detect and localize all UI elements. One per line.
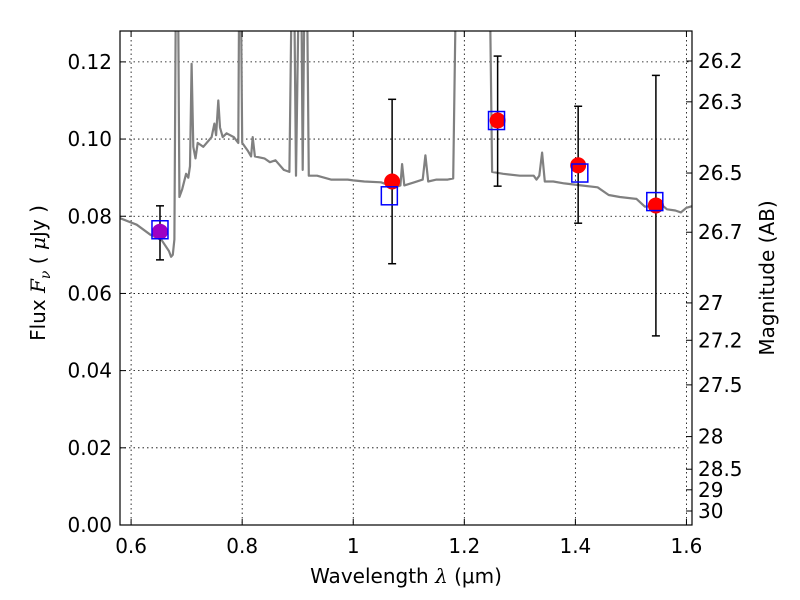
- mag-tick-label: 29: [698, 478, 723, 502]
- y-tick-label: 0.10: [67, 127, 112, 151]
- model-photometry-square: [646, 191, 664, 212]
- y-axis-title: Flux Fν ( μJy ): [26, 205, 54, 341]
- mag-tick-label: 26.3: [698, 90, 743, 114]
- x-axis-title: Wavelength λ (μm): [310, 564, 502, 588]
- x-tick-label: 0.6: [115, 534, 147, 558]
- x-tick-label: 1: [347, 534, 360, 558]
- axis-ticks: [120, 31, 692, 526]
- x-tick-label: 1.2: [448, 534, 480, 558]
- y2-axis-title: Magnitude (AB): [755, 200, 779, 355]
- mag-tick-label: 28.5: [698, 457, 743, 481]
- x-tick-label: 1.6: [671, 534, 703, 558]
- observed-points: [151, 112, 664, 240]
- mag-tick-label: 26.7: [698, 220, 743, 244]
- mag-tick-label: 26.2: [698, 49, 743, 73]
- y-tick-label: 0.00: [67, 513, 112, 537]
- model-photometry-squares: [151, 110, 664, 240]
- y-tick-label: 0.08: [67, 204, 112, 228]
- observed-point: [384, 173, 401, 190]
- model-photometry-square: [571, 163, 589, 183]
- model-sed-line: [120, 31, 692, 258]
- plot-frame: [119, 30, 693, 526]
- x-tick-label: 0.8: [226, 534, 258, 558]
- sed-path: [120, 31, 692, 258]
- observed-point: [151, 223, 168, 240]
- model-photometry-square: [151, 220, 169, 240]
- mag-tick-label: 28: [698, 425, 723, 449]
- observed-point: [570, 157, 587, 174]
- mag-tick-label: 27.2: [698, 328, 743, 352]
- grid: [120, 31, 692, 526]
- error-bars: [155, 55, 660, 337]
- y-tick-label: 0.12: [67, 50, 112, 74]
- model-photometry-square: [487, 110, 506, 131]
- mag-tick-label: 27.5: [698, 373, 743, 397]
- y-tick-labels: 0.00 0.02 0.04 0.06 0.08 0.10 0.12: [67, 50, 112, 537]
- mag-tick-label: 27: [698, 291, 723, 315]
- mag-tick-label: 30: [698, 499, 723, 523]
- y-tick-label: 0.06: [67, 281, 112, 305]
- observed-point: [489, 112, 506, 129]
- model-photometry-square: [380, 186, 399, 206]
- y-tick-label: 0.04: [67, 359, 112, 383]
- x-tick-labels: 0.6 0.8 1 1.2 1.4 1.6: [115, 534, 702, 558]
- mag-tick-label: 26.5: [698, 161, 743, 185]
- y-tick-label: 0.02: [67, 436, 112, 460]
- x-tick-label: 1.4: [559, 534, 591, 558]
